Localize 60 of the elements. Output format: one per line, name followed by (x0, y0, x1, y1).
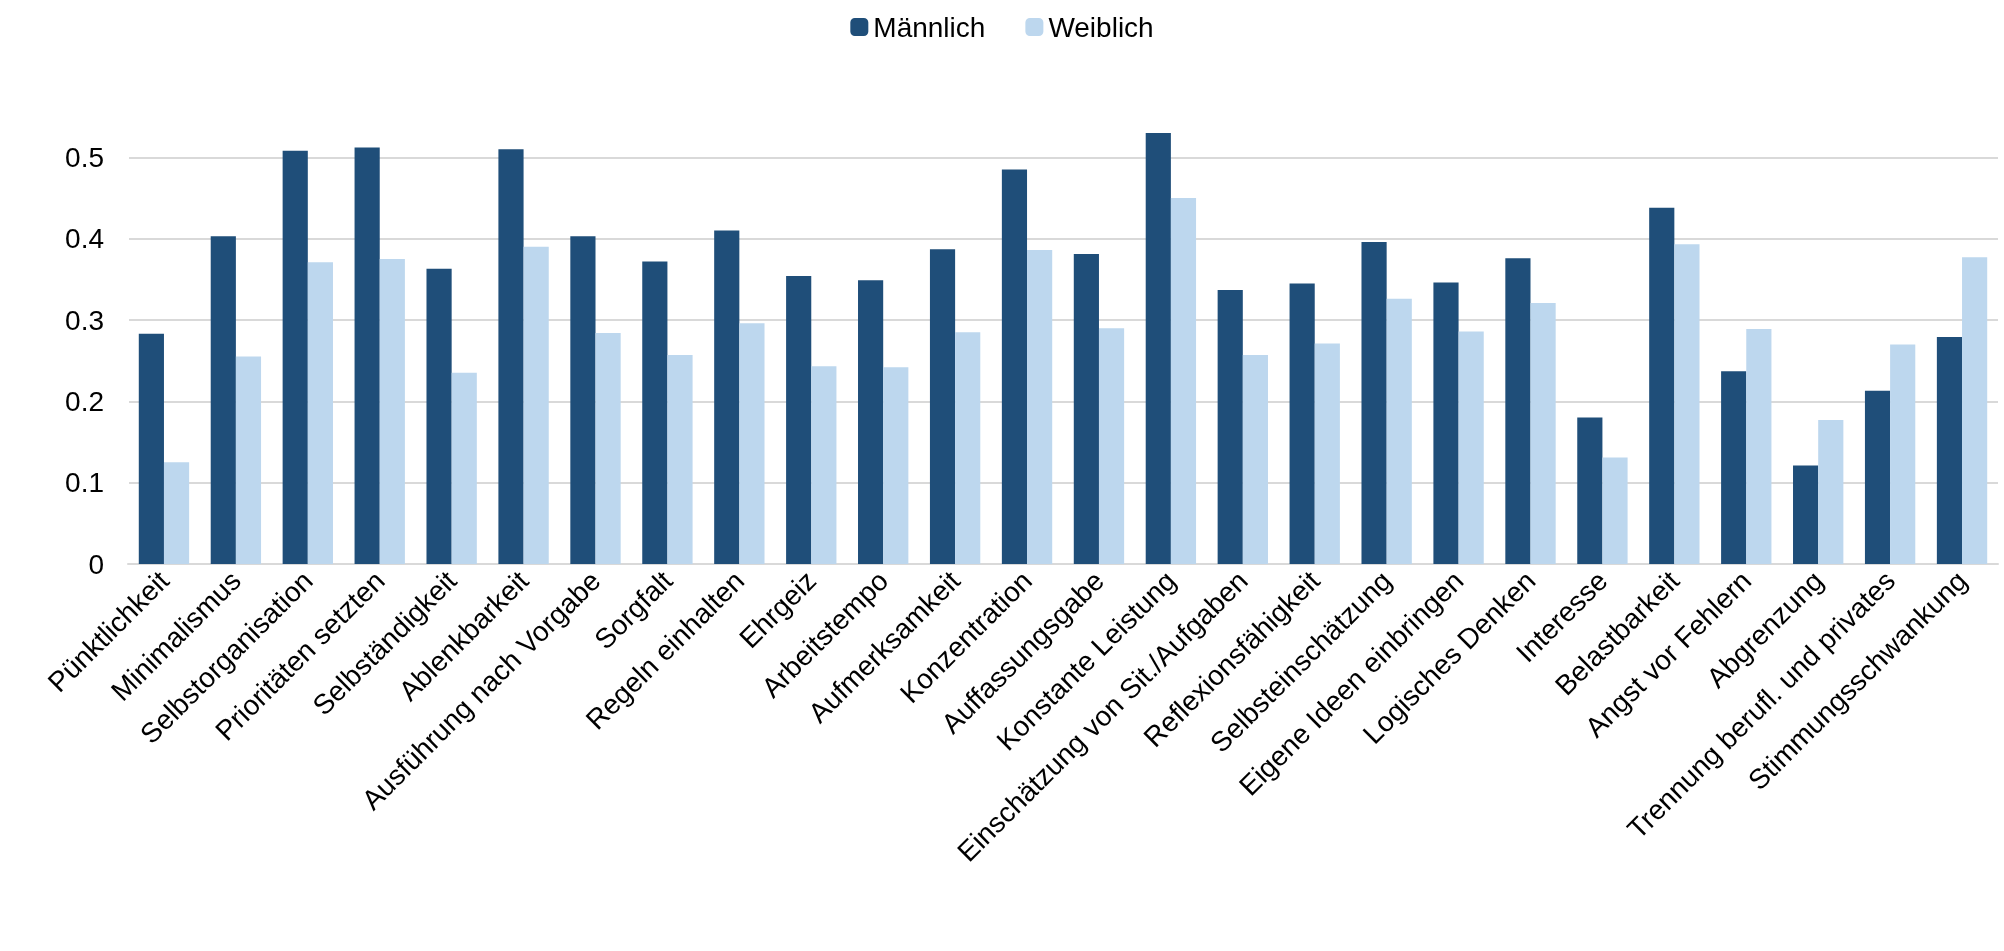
bar (1818, 420, 1844, 564)
bar (451, 372, 477, 564)
bar (1530, 302, 1556, 564)
bar (883, 367, 909, 564)
bar (1649, 207, 1675, 564)
bar (1458, 331, 1484, 564)
bar (1073, 254, 1099, 564)
bar (955, 332, 981, 564)
bar (1314, 343, 1340, 564)
bar (1721, 371, 1747, 564)
bar (858, 280, 884, 564)
bar (1505, 258, 1531, 564)
bar (1145, 132, 1171, 564)
bar (235, 356, 262, 564)
bar (739, 323, 765, 564)
bar (714, 230, 740, 564)
bar (1217, 289, 1243, 564)
bar (929, 249, 956, 564)
y-tick-label: 0 (88, 548, 104, 580)
bar (282, 150, 308, 564)
bar (498, 149, 524, 564)
bar (570, 236, 596, 564)
bar (523, 246, 549, 564)
bar (1027, 250, 1053, 564)
bar (1674, 244, 1700, 564)
bar (1386, 298, 1412, 564)
bar (811, 366, 837, 564)
y-tick-label: 0.4 (65, 223, 104, 255)
bar (1962, 257, 1988, 564)
bar (1361, 241, 1387, 564)
legend-label: Weiblich (1048, 11, 1154, 43)
bar (1864, 390, 1891, 564)
bar (1170, 198, 1197, 564)
legend-label: Männlich (873, 11, 986, 43)
bar (1746, 328, 1772, 564)
y-tick-label: 0.3 (65, 304, 104, 336)
bar (138, 333, 164, 564)
bar (1098, 328, 1125, 564)
bar (1242, 354, 1268, 564)
bar (1001, 169, 1028, 564)
bar (426, 268, 452, 564)
bar (379, 259, 405, 564)
bar (210, 236, 236, 564)
bar (786, 276, 812, 564)
y-tick-label: 0.5 (65, 141, 104, 173)
bar (1890, 344, 1916, 564)
bar (642, 261, 668, 564)
bar (1793, 465, 1819, 564)
bar (307, 262, 333, 564)
bar (595, 333, 621, 564)
bar (354, 147, 380, 564)
bar (667, 354, 693, 564)
bar (1433, 282, 1459, 564)
bar (1577, 417, 1603, 564)
bar (1602, 457, 1628, 564)
y-tick-label: 0.2 (65, 385, 104, 417)
y-tick-label: 0.1 (65, 467, 104, 499)
bar (163, 462, 190, 564)
bar (1936, 337, 1963, 564)
bar (1289, 283, 1315, 564)
